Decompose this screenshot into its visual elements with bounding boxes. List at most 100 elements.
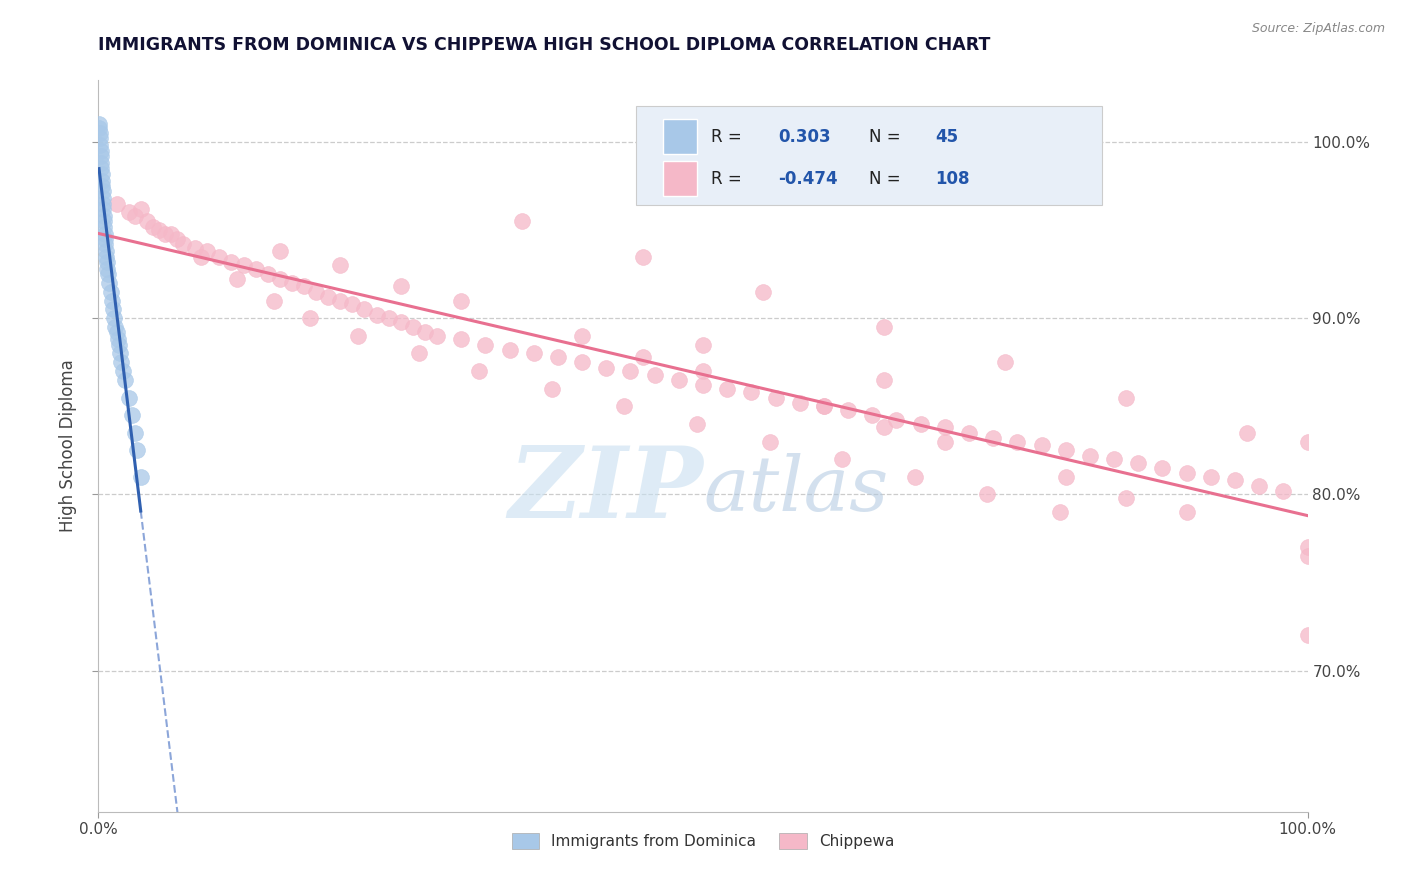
Point (686, 417, 709, 431)
Point (91, 191, 114, 205)
Point (91, 179, 114, 194)
Point (1272, 483, 1295, 498)
Point (1115, 391, 1137, 405)
Point (129, 470, 152, 484)
Point (221, 255, 243, 269)
Point (789, 396, 811, 410)
Point (813, 400, 835, 414)
Point (105, 326, 128, 340)
Point (94, 244, 117, 259)
Point (981, 431, 1004, 445)
Point (408, 346, 430, 360)
Point (668, 373, 690, 387)
Point (93, 202, 115, 216)
Point (1296, 628, 1319, 642)
Point (402, 320, 425, 334)
Point (716, 382, 738, 396)
Point (474, 337, 496, 351)
Point (1175, 467, 1198, 481)
Point (692, 364, 714, 378)
Point (110, 355, 132, 369)
Point (1049, 505, 1071, 519)
Point (208, 250, 231, 264)
Point (153, 227, 176, 241)
Point (571, 329, 593, 343)
Point (87, 120, 110, 135)
Point (1296, 541, 1319, 555)
Point (389, 279, 412, 293)
Point (837, 402, 859, 417)
Point (758, 434, 780, 449)
Point (1296, 434, 1319, 449)
Point (269, 272, 291, 286)
Point (129, 202, 152, 216)
Legend: Immigrants from Dominica, Chippewa: Immigrants from Dominica, Chippewa (506, 827, 900, 855)
Text: -0.474: -0.474 (778, 169, 838, 188)
Point (523, 346, 546, 360)
Point (366, 308, 388, 322)
Point (100, 285, 122, 299)
Point (631, 350, 654, 364)
Point (172, 237, 194, 252)
Point (740, 385, 762, 400)
Point (89, 117, 111, 131)
Point (292, 279, 315, 293)
Point (873, 420, 896, 434)
Point (377, 311, 399, 326)
Text: Source: ZipAtlas.com: Source: ZipAtlas.com (1251, 22, 1385, 36)
Point (1223, 474, 1246, 488)
Point (692, 337, 714, 351)
Point (426, 329, 449, 343)
Point (142, 219, 165, 234)
Bar (664, 120, 697, 154)
Point (595, 360, 617, 375)
Point (468, 364, 491, 378)
FancyBboxPatch shape (637, 106, 1102, 204)
Point (860, 408, 883, 422)
Point (613, 400, 636, 414)
Point (1031, 438, 1053, 452)
Point (281, 276, 304, 290)
Point (91, 184, 114, 198)
Point (1054, 443, 1077, 458)
Point (100, 293, 122, 308)
Point (910, 417, 932, 431)
Point (329, 293, 352, 308)
Point (103, 311, 125, 326)
Point (305, 285, 328, 299)
Text: N =: N = (869, 169, 905, 188)
Point (91, 174, 114, 188)
Point (1236, 425, 1258, 440)
Point (413, 326, 436, 340)
Point (245, 261, 267, 276)
Point (118, 205, 141, 219)
Point (329, 258, 352, 272)
Point (1054, 470, 1077, 484)
Point (631, 250, 654, 264)
Point (105, 196, 128, 211)
Point (316, 290, 339, 304)
Point (957, 425, 980, 440)
Point (90, 156, 112, 170)
Point (89, 126, 111, 140)
Point (1152, 461, 1174, 475)
Point (347, 329, 370, 343)
Point (104, 320, 127, 334)
Point (571, 355, 593, 369)
Point (121, 408, 143, 422)
Point (540, 382, 562, 396)
Point (148, 223, 170, 237)
Point (90, 149, 112, 163)
Text: R =: R = (711, 169, 748, 188)
Point (752, 285, 775, 299)
Point (994, 355, 1017, 369)
Point (90, 144, 112, 158)
Point (1199, 470, 1222, 484)
Point (114, 373, 136, 387)
Point (89, 131, 111, 145)
Text: N =: N = (869, 128, 905, 145)
Point (93, 209, 115, 223)
Point (342, 297, 364, 311)
Point (108, 346, 131, 360)
Text: 108: 108 (935, 169, 970, 188)
